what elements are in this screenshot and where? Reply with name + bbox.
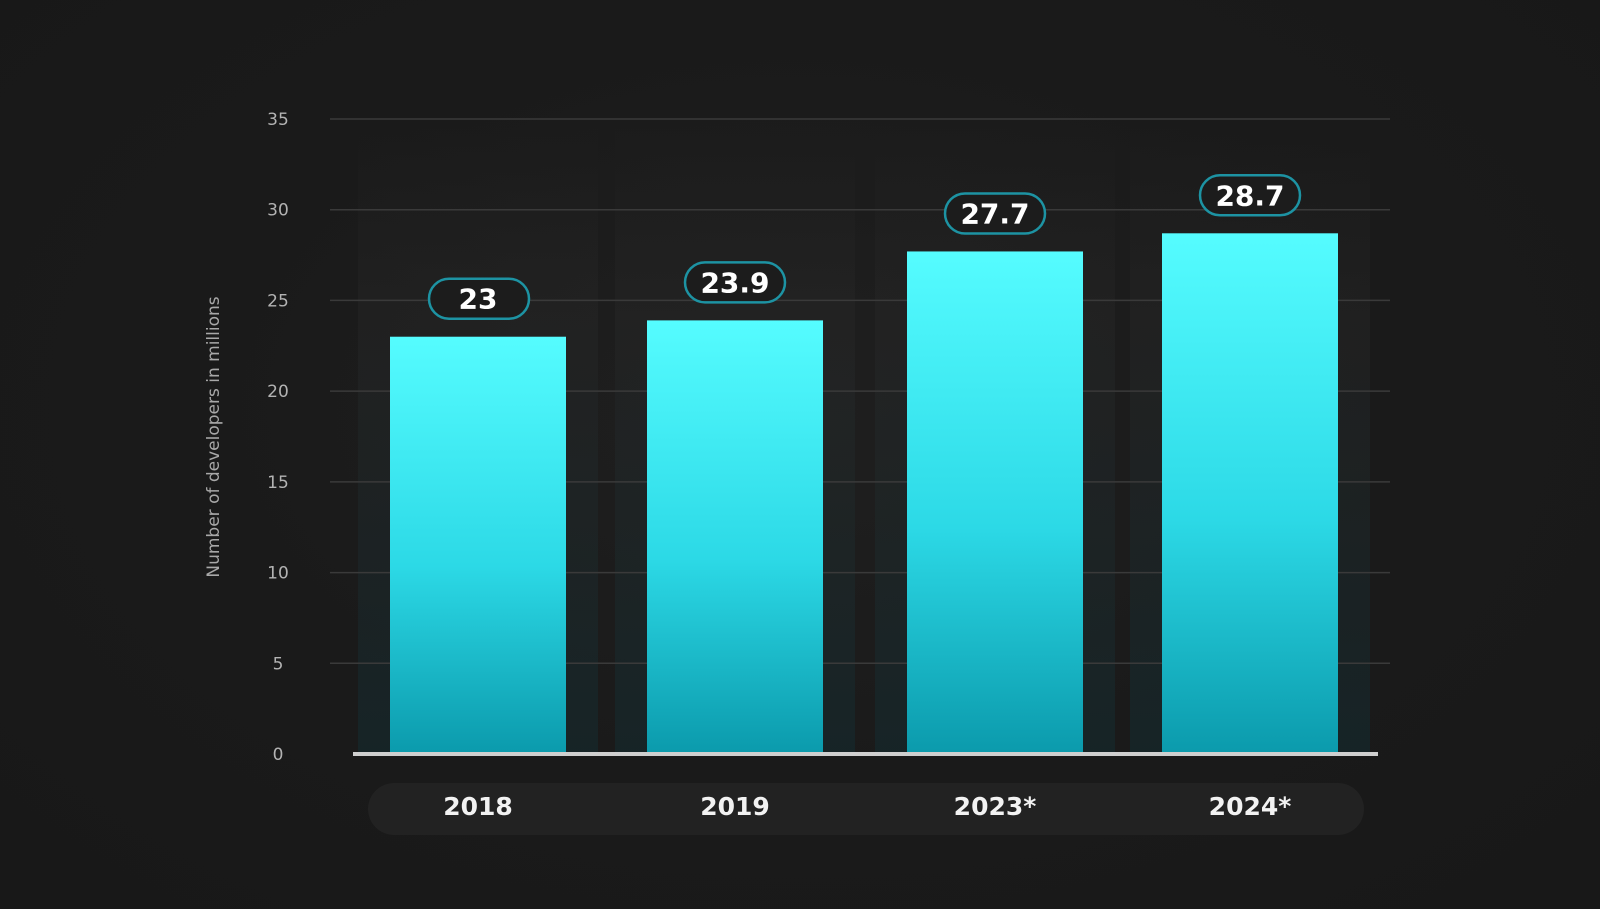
value-label-group: 23.9 <box>683 261 787 304</box>
y-tick-label: 20 <box>267 382 289 402</box>
x-tick-label: 2024* <box>1209 792 1292 821</box>
bar-2023 <box>907 251 1083 754</box>
bar-2024 <box>1162 233 1338 755</box>
y-axis-label: Number of developers in millions <box>204 296 224 577</box>
y-tick-label: 10 <box>267 564 289 584</box>
y-axis-ticks: 0 5 10 15 20 25 30 35 <box>267 110 289 765</box>
y-tick-label: 30 <box>267 201 289 221</box>
value-labels: 23 23.9 27.7 28.7 <box>427 174 1302 320</box>
y-tick-label: 35 <box>267 110 289 130</box>
bars <box>390 233 1338 755</box>
value-label: 27.7 <box>960 197 1029 230</box>
y-tick-label: 0 <box>273 745 284 765</box>
y-tick-label: 25 <box>267 291 289 311</box>
value-label-group: 28.7 <box>1198 174 1302 217</box>
x-axis-categories: 2018 2019 2023* 2024* <box>368 783 1364 835</box>
value-label: 23.9 <box>700 266 769 299</box>
value-label-pill <box>427 277 531 320</box>
x-tick-label: 2019 <box>700 792 770 821</box>
bar-2018 <box>390 336 566 754</box>
value-label-pill <box>683 261 787 304</box>
bar-2019 <box>647 320 823 754</box>
category-strip <box>368 783 1364 835</box>
value-label-pill <box>1198 174 1302 217</box>
value-label: 23 <box>459 283 498 316</box>
value-label-group: 27.7 <box>943 192 1047 235</box>
value-label: 28.7 <box>1215 179 1284 212</box>
x-tick-label: 2018 <box>443 792 513 821</box>
value-label-pill <box>943 192 1047 235</box>
y-tick-label: 15 <box>267 473 289 493</box>
value-label-group: 23 <box>427 277 531 320</box>
y-tick-label: 5 <box>273 654 284 674</box>
x-tick-label: 2023* <box>954 792 1037 821</box>
